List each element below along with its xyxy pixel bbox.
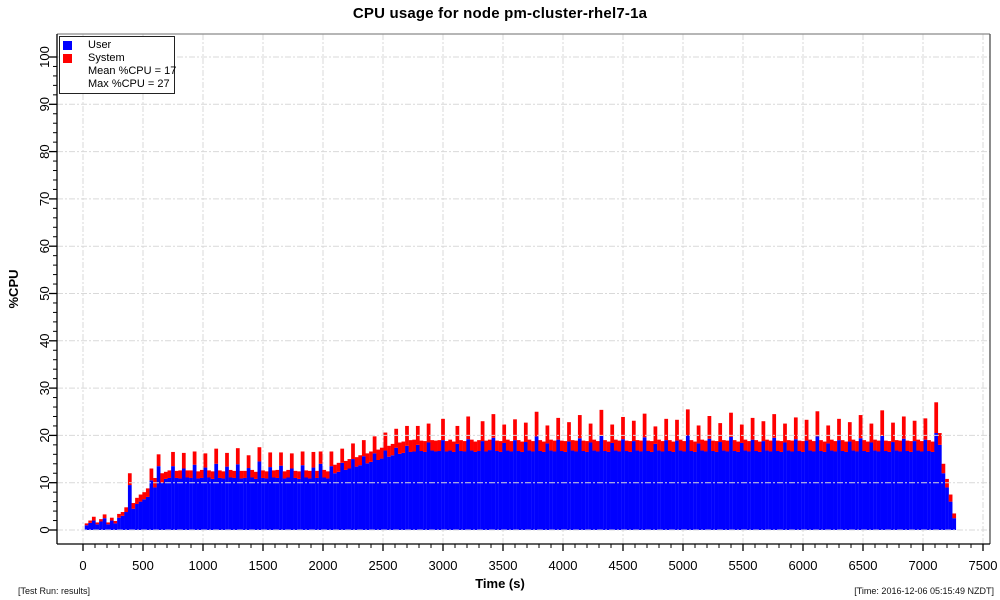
- legend-item-system: System: [60, 52, 174, 65]
- legend-stat-max: Max %CPU = 27: [60, 78, 174, 91]
- svg-text:%CPU: %CPU: [6, 269, 21, 308]
- svg-text:90: 90: [37, 97, 52, 111]
- legend-swatch-system-icon: [63, 54, 72, 63]
- footer-timestamp: [Time: 2016-12-06 05:15:49 NZDT]: [854, 586, 994, 596]
- svg-text:7500: 7500: [969, 558, 998, 573]
- legend-max-label: Max %CPU = 27: [88, 78, 170, 90]
- svg-text:500: 500: [132, 558, 154, 573]
- legend-spacer: [63, 80, 72, 89]
- legend-spacer: [63, 67, 72, 76]
- legend-label-user: User: [88, 39, 112, 51]
- legend-swatch-user-icon: [63, 41, 72, 50]
- svg-text:3500: 3500: [489, 558, 518, 573]
- svg-text:0: 0: [37, 526, 52, 533]
- svg-text:6000: 6000: [789, 558, 818, 573]
- svg-text:10: 10: [37, 475, 52, 489]
- svg-text:5500: 5500: [729, 558, 758, 573]
- svg-text:4000: 4000: [549, 558, 578, 573]
- svg-text:0: 0: [79, 558, 86, 573]
- svg-text:1500: 1500: [249, 558, 278, 573]
- svg-text:40: 40: [37, 334, 52, 348]
- chart-legend: User System Mean %CPU = 17 Max %CPU = 27: [59, 36, 177, 94]
- svg-text:5000: 5000: [669, 558, 698, 573]
- legend-label-system: System: [88, 52, 125, 64]
- svg-text:4500: 4500: [609, 558, 638, 573]
- svg-text:6500: 6500: [849, 558, 878, 573]
- svg-text:2500: 2500: [369, 558, 398, 573]
- chart-title: CPU usage for node pm-cluster-rhel7-1a: [352, 5, 648, 22]
- svg-text:1000: 1000: [189, 558, 218, 573]
- legend-item-user: User: [60, 39, 174, 52]
- svg-text:100: 100: [37, 46, 52, 68]
- legend-mean-label: Mean %CPU = 17: [88, 65, 177, 77]
- svg-text:70: 70: [37, 192, 52, 206]
- svg-text:80: 80: [37, 144, 52, 158]
- svg-text:20: 20: [37, 428, 52, 442]
- svg-text:2000: 2000: [309, 558, 338, 573]
- x-axis-title: Time (s): [475, 576, 525, 591]
- legend-stat-mean: Mean %CPU = 17: [60, 65, 177, 78]
- svg-text:60: 60: [37, 239, 52, 253]
- footer-test-run: [Test Run: results]: [18, 586, 91, 596]
- svg-text:7000: 7000: [909, 558, 938, 573]
- svg-text:3000: 3000: [429, 558, 458, 573]
- svg-text:50: 50: [37, 286, 52, 300]
- svg-text:30: 30: [37, 381, 52, 395]
